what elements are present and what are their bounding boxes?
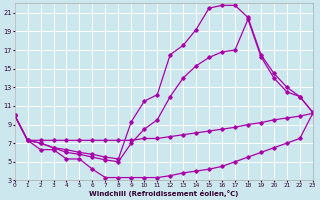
X-axis label: Windchill (Refroidissement éolien,°C): Windchill (Refroidissement éolien,°C) <box>89 190 238 197</box>
